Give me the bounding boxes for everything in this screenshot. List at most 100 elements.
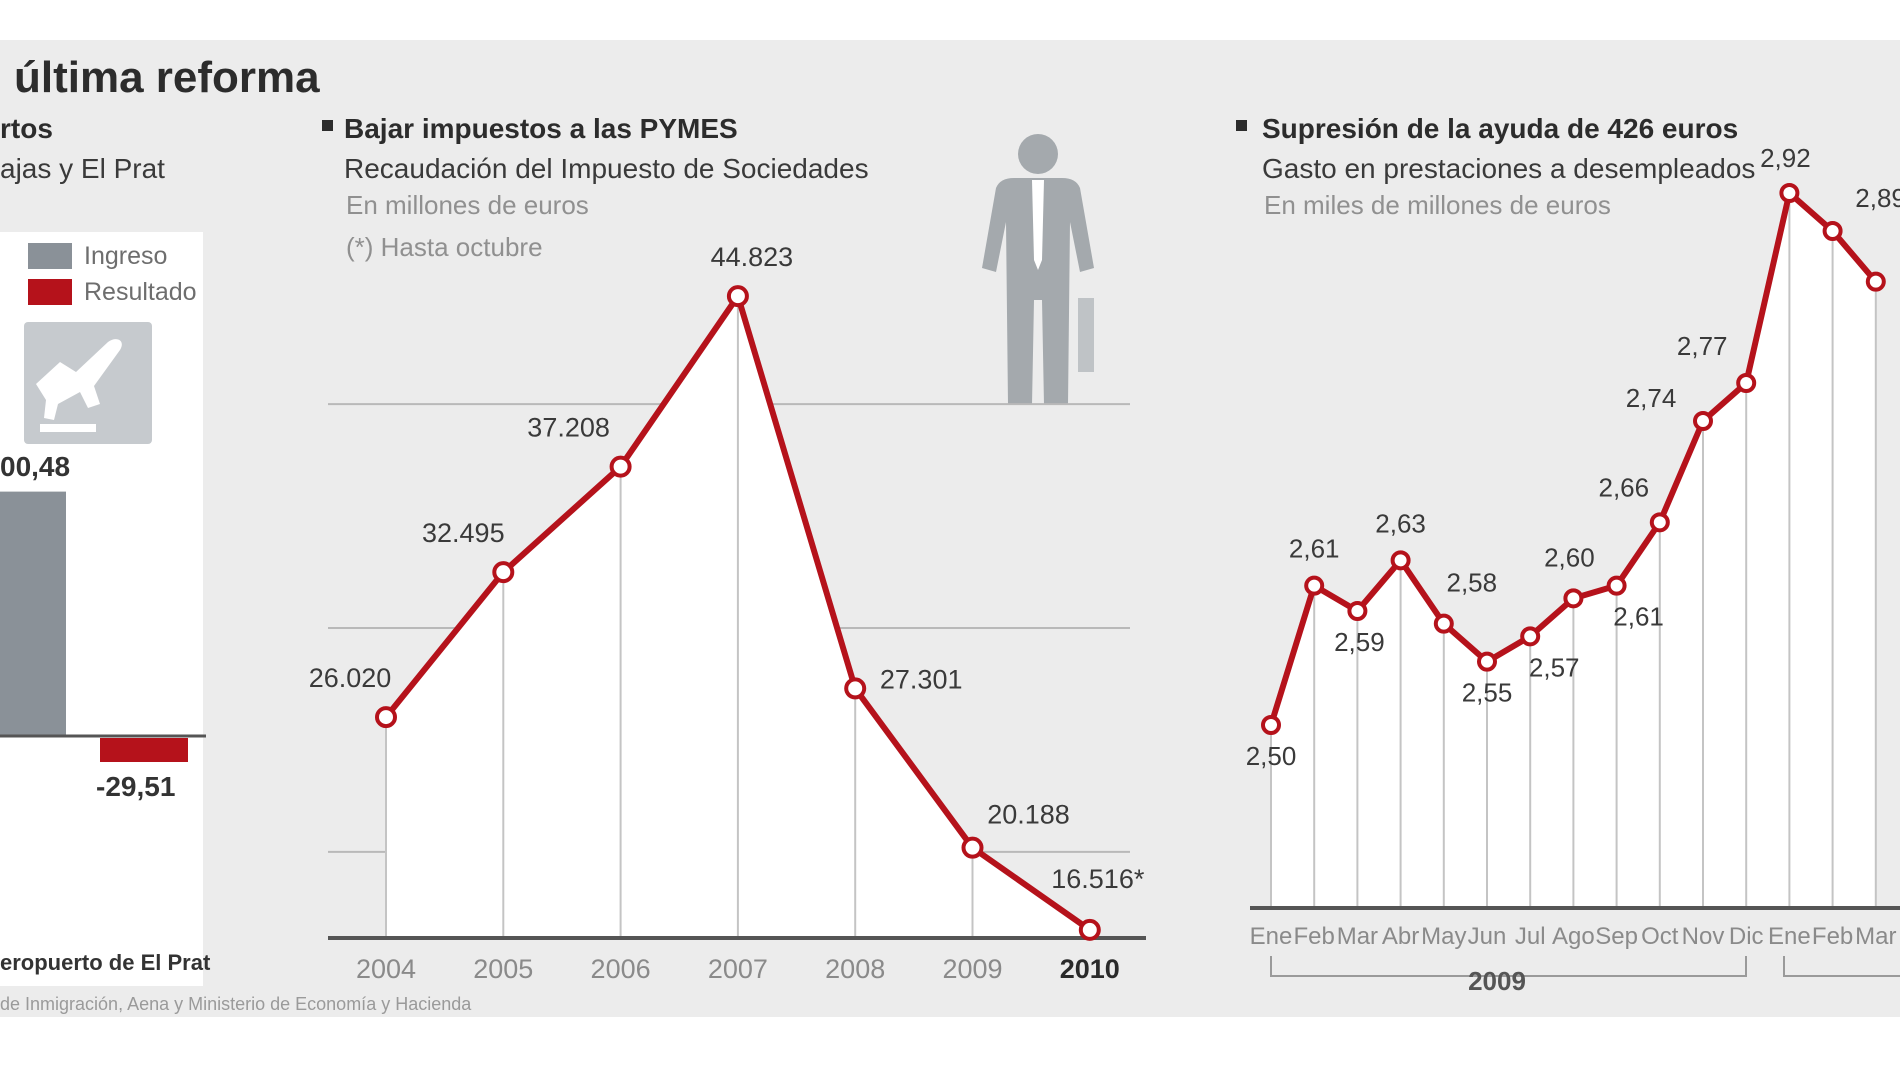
pymes-drop-lines <box>385 296 1091 936</box>
area-fill <box>1271 193 1876 906</box>
data-point-oct-9 <box>1649 512 1670 533</box>
year-bracket-2010 <box>1783 956 1900 977</box>
bar-ingreso <box>0 491 66 736</box>
x-tick-2007-3: 2007 <box>708 954 768 984</box>
pymes-value-labels: 26.020 32.495 37.208 44.823 27.301 20.188 16.5… <box>309 242 1145 894</box>
desempleo-value-labels: 2,50 2,61 2,59 2,63 2,58 2,55 2,57 2,60 2,61 2,66… <box>1246 143 1900 771</box>
value-label-2: 2,59 <box>1334 627 1385 657</box>
x-tick-mar-14: Mar <box>1855 923 1896 950</box>
airplane-icon <box>0 322 152 444</box>
value-label-5: 2,55 <box>1462 678 1513 708</box>
data-point-2005-1 <box>492 561 515 584</box>
data-point-2010-6 <box>1078 918 1101 941</box>
pymes-points <box>375 285 1101 941</box>
pymes-title: Bajar impuestos a las PYMES <box>344 113 738 144</box>
value-label-12: 2,92 <box>1760 143 1811 173</box>
x-tick-may-4: May <box>1421 923 1466 950</box>
year-bracket-2009 <box>1270 956 1747 977</box>
value-label-13: 2,89 <box>1855 183 1900 213</box>
value-label-0: 26.020 <box>309 663 392 693</box>
pymes-subtitle: Recaudación del Impuesto de Sociedades <box>344 153 869 184</box>
source-note: de Inmigración, Aena y Ministerio de Eco… <box>0 994 472 1014</box>
x-tick-nov-10: Nov <box>1682 923 1725 950</box>
desempleo-x-ticks: Ene Feb Mar Abr May Jun Jul Ago Sep Oct Nov Dic Ene F… <box>1250 923 1897 950</box>
data-point-feb-1 <box>1304 575 1325 596</box>
desempleo-points <box>1261 183 1886 735</box>
value-label-1: 2,61 <box>1289 534 1340 564</box>
value-label-3: 2,63 <box>1375 508 1426 538</box>
data-point-ene-12 <box>1779 183 1800 203</box>
value-label-4: 2,58 <box>1446 568 1497 598</box>
x-tick-mar-2: Mar <box>1337 923 1378 950</box>
page-title: última reforma <box>14 53 320 102</box>
businessman-icon <box>982 134 1094 405</box>
data-point-may-4 <box>1433 613 1454 634</box>
desempleo-area <box>1271 193 1876 906</box>
value-label-4: 27.301 <box>880 664 963 694</box>
data-point-2004-0 <box>375 706 397 729</box>
bullet-square <box>1236 120 1247 131</box>
x-tick-oct-9: Oct <box>1641 923 1679 950</box>
bar-label-ingreso: 00,48 <box>0 451 70 482</box>
x-tick-2009-5: 2009 <box>942 954 1002 984</box>
data-point-abr-3 <box>1390 550 1411 571</box>
value-label-1: 32.495 <box>422 518 505 548</box>
x-tick-feb-13: Feb <box>1812 923 1853 950</box>
data-point-mar-2 <box>1347 601 1368 621</box>
x-tick-ago-7: Ago <box>1552 923 1595 950</box>
airport-panel: rtos ajas y El Prat Ingreso Resultado 00… <box>0 113 211 986</box>
x-tick-2004-0: 2004 <box>356 954 416 984</box>
legend-label-resultado: Resultado <box>84 278 197 306</box>
desempleo-subtitle: Gasto en prestaciones a desempleados <box>1262 153 1755 184</box>
data-point-dic-11 <box>1736 373 1757 393</box>
x-tick-jun-5: Jun <box>1468 923 1507 950</box>
value-label-6: 2,57 <box>1529 652 1580 682</box>
x-tick-2010-6: 2010 <box>1060 954 1120 984</box>
x-tick-2005-1: 2005 <box>473 954 533 984</box>
x-tick-abr-3: Abr <box>1382 923 1419 950</box>
value-label-7: 2,60 <box>1544 542 1595 572</box>
value-label-5: 20.188 <box>987 800 1070 830</box>
data-point-feb-13 <box>1822 221 1843 241</box>
x-tick-ene-12: Ene <box>1768 923 1811 950</box>
data-point-mar-14 <box>1865 271 1886 292</box>
data-point-2007-3 <box>726 285 749 308</box>
value-label-3: 44.823 <box>711 242 794 272</box>
airport-footer: eropuerto de El Prat <box>0 950 211 975</box>
pymes-chart: Bajar impuestos a las PYMES Recaudación … <box>309 113 1146 984</box>
value-label-0: 2,50 <box>1246 741 1297 771</box>
data-point-jun-5 <box>1477 651 1497 672</box>
pymes-unit: En millones de euros <box>346 190 589 220</box>
desempleo-chart: Supresión de la ayuda de 426 euros Gasto… <box>1236 113 1900 996</box>
x-tick-2008-4: 2008 <box>825 954 885 984</box>
data-point-jul-6 <box>1520 626 1541 647</box>
x-tick-sep-8: Sep <box>1595 923 1638 950</box>
pymes-note: (*) Hasta octubre <box>346 232 543 262</box>
data-point-2009-5 <box>961 836 984 859</box>
value-label-9: 2,66 <box>1598 472 1649 502</box>
legend-swatch-ingreso <box>28 243 72 269</box>
year-label-2009: 2009 <box>1468 966 1526 996</box>
x-tick-2006-2: 2006 <box>591 954 651 984</box>
legend-swatch-resultado <box>28 279 72 305</box>
desempleo-drop-lines <box>1270 193 1877 906</box>
data-point-2006-2 <box>609 455 632 478</box>
data-point-ago-7 <box>1563 588 1584 609</box>
data-point-ene-0 <box>1261 715 1281 735</box>
value-label-11: 2,77 <box>1677 331 1728 361</box>
data-point-sep-8 <box>1606 575 1627 596</box>
desempleo-unit: En miles de millones de euros <box>1264 190 1611 220</box>
data-point-2008-4 <box>844 677 867 700</box>
x-tick-feb-1: Feb <box>1294 923 1335 950</box>
x-tick-jul-6: Jul <box>1515 923 1546 950</box>
bar-label-resultado: -29,51 <box>96 771 175 802</box>
desempleo-title: Supresión de la ayuda de 426 euros <box>1262 113 1738 144</box>
value-label-6: 16.516* <box>1051 864 1145 894</box>
airport-subtitle: ajas y El Prat <box>0 153 165 184</box>
value-label-8: 2,61 <box>1613 602 1664 632</box>
data-point-nov-10 <box>1693 411 1713 431</box>
value-label-10: 2,74 <box>1626 383 1677 413</box>
pymes-x-ticks: 2004 2005 2006 2007 2008 2009 2010 <box>356 954 1120 984</box>
bar-resultado <box>100 738 188 763</box>
